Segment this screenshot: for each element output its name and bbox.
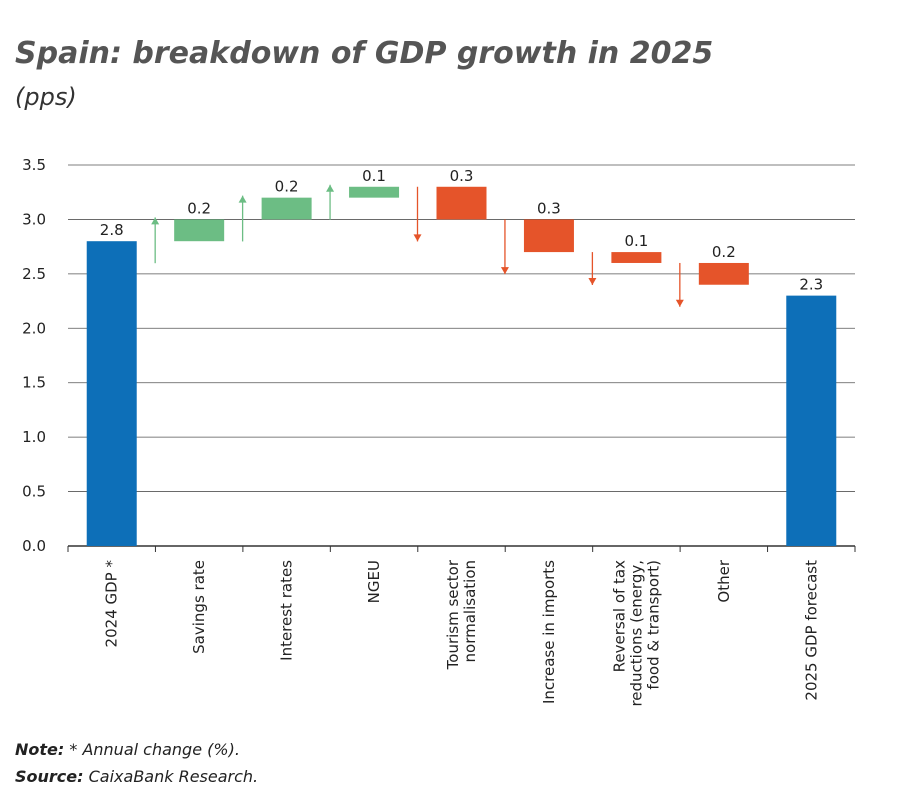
arrow-head <box>588 277 597 285</box>
y-tick-label: 0.5 <box>22 483 46 501</box>
chart-title: Spain: breakdown of GDP growth in 2025 <box>15 36 713 71</box>
y-tick-label: 1.5 <box>22 374 46 392</box>
bar <box>611 252 662 263</box>
y-tick-label: 2.0 <box>22 319 46 337</box>
bar <box>436 186 487 220</box>
bar <box>174 219 225 242</box>
data-label: 0.1 <box>624 232 648 250</box>
x-tick-label: Interest rates <box>278 560 296 661</box>
bar <box>349 186 400 198</box>
bar <box>261 197 312 220</box>
y-tick-label: 2.5 <box>22 265 46 283</box>
x-tick-label-line: 2025 GDP forecast <box>802 560 820 701</box>
y-tick-label: 3.0 <box>22 210 46 228</box>
x-tick-label-line: food & transport) <box>644 560 662 690</box>
note-text: * Annual change (%). <box>64 740 240 759</box>
arrow-head <box>500 267 509 275</box>
arrow-head <box>675 299 684 307</box>
arrow-head <box>326 184 335 192</box>
data-label: 0.1 <box>362 167 386 185</box>
y-tick-label: 1.0 <box>22 428 46 446</box>
data-label: 2.3 <box>799 276 823 294</box>
x-tick-label-line: Increase in imports <box>540 560 558 704</box>
source: Source: CaixaBank Research. <box>15 767 258 786</box>
data-label: 2.8 <box>100 221 124 239</box>
source-text: CaixaBank Research. <box>84 767 259 786</box>
x-tick-label-line: Interest rates <box>278 560 296 661</box>
x-tick-label: Increase in imports <box>540 560 558 704</box>
data-label: 0.2 <box>275 178 299 196</box>
bar <box>523 219 574 253</box>
data-label: 0.2 <box>187 199 211 217</box>
x-tick-label-line: Other <box>715 559 733 602</box>
arrow-head <box>413 234 422 242</box>
x-tick-label: 2025 GDP forecast <box>802 560 820 701</box>
x-tick-label: 2024 GDP * <box>103 560 121 648</box>
y-tick-label: 0.0 <box>22 537 46 555</box>
x-tick-label: Reversal of taxreductions (energy,food &… <box>610 560 662 707</box>
note: Note: * Annual change (%). <box>15 740 240 759</box>
x-tick-label-line: reductions (energy, <box>627 560 645 707</box>
x-tick-label: Savings rate <box>190 560 208 654</box>
x-tick-label: Other <box>715 559 733 602</box>
source-label: Source: <box>15 767 84 786</box>
data-label: 0.3 <box>450 167 474 185</box>
bar <box>786 295 837 546</box>
x-tick-label-line: normalisation <box>461 560 479 662</box>
y-tick-label: 3.5 <box>22 156 46 174</box>
x-tick-label-line: Savings rate <box>190 560 208 654</box>
x-tick-label: Tourism sectornormalisation <box>444 559 479 670</box>
x-tick-label-line: 2024 GDP * <box>103 560 121 648</box>
arrow-head <box>238 195 247 203</box>
x-tick-label-line: Reversal of tax <box>610 560 628 672</box>
x-tick-label-line: Tourism sector <box>444 559 462 670</box>
chart-subtitle: (pps) <box>15 83 77 111</box>
data-label: 0.3 <box>537 199 561 217</box>
arrow-head <box>151 217 160 225</box>
x-tick-label-line: NGEU <box>365 560 383 603</box>
x-tick-label: NGEU <box>365 560 383 603</box>
bar <box>86 241 137 546</box>
note-label: Note: <box>15 740 64 759</box>
bar <box>698 262 749 285</box>
data-label: 0.2 <box>712 243 736 261</box>
